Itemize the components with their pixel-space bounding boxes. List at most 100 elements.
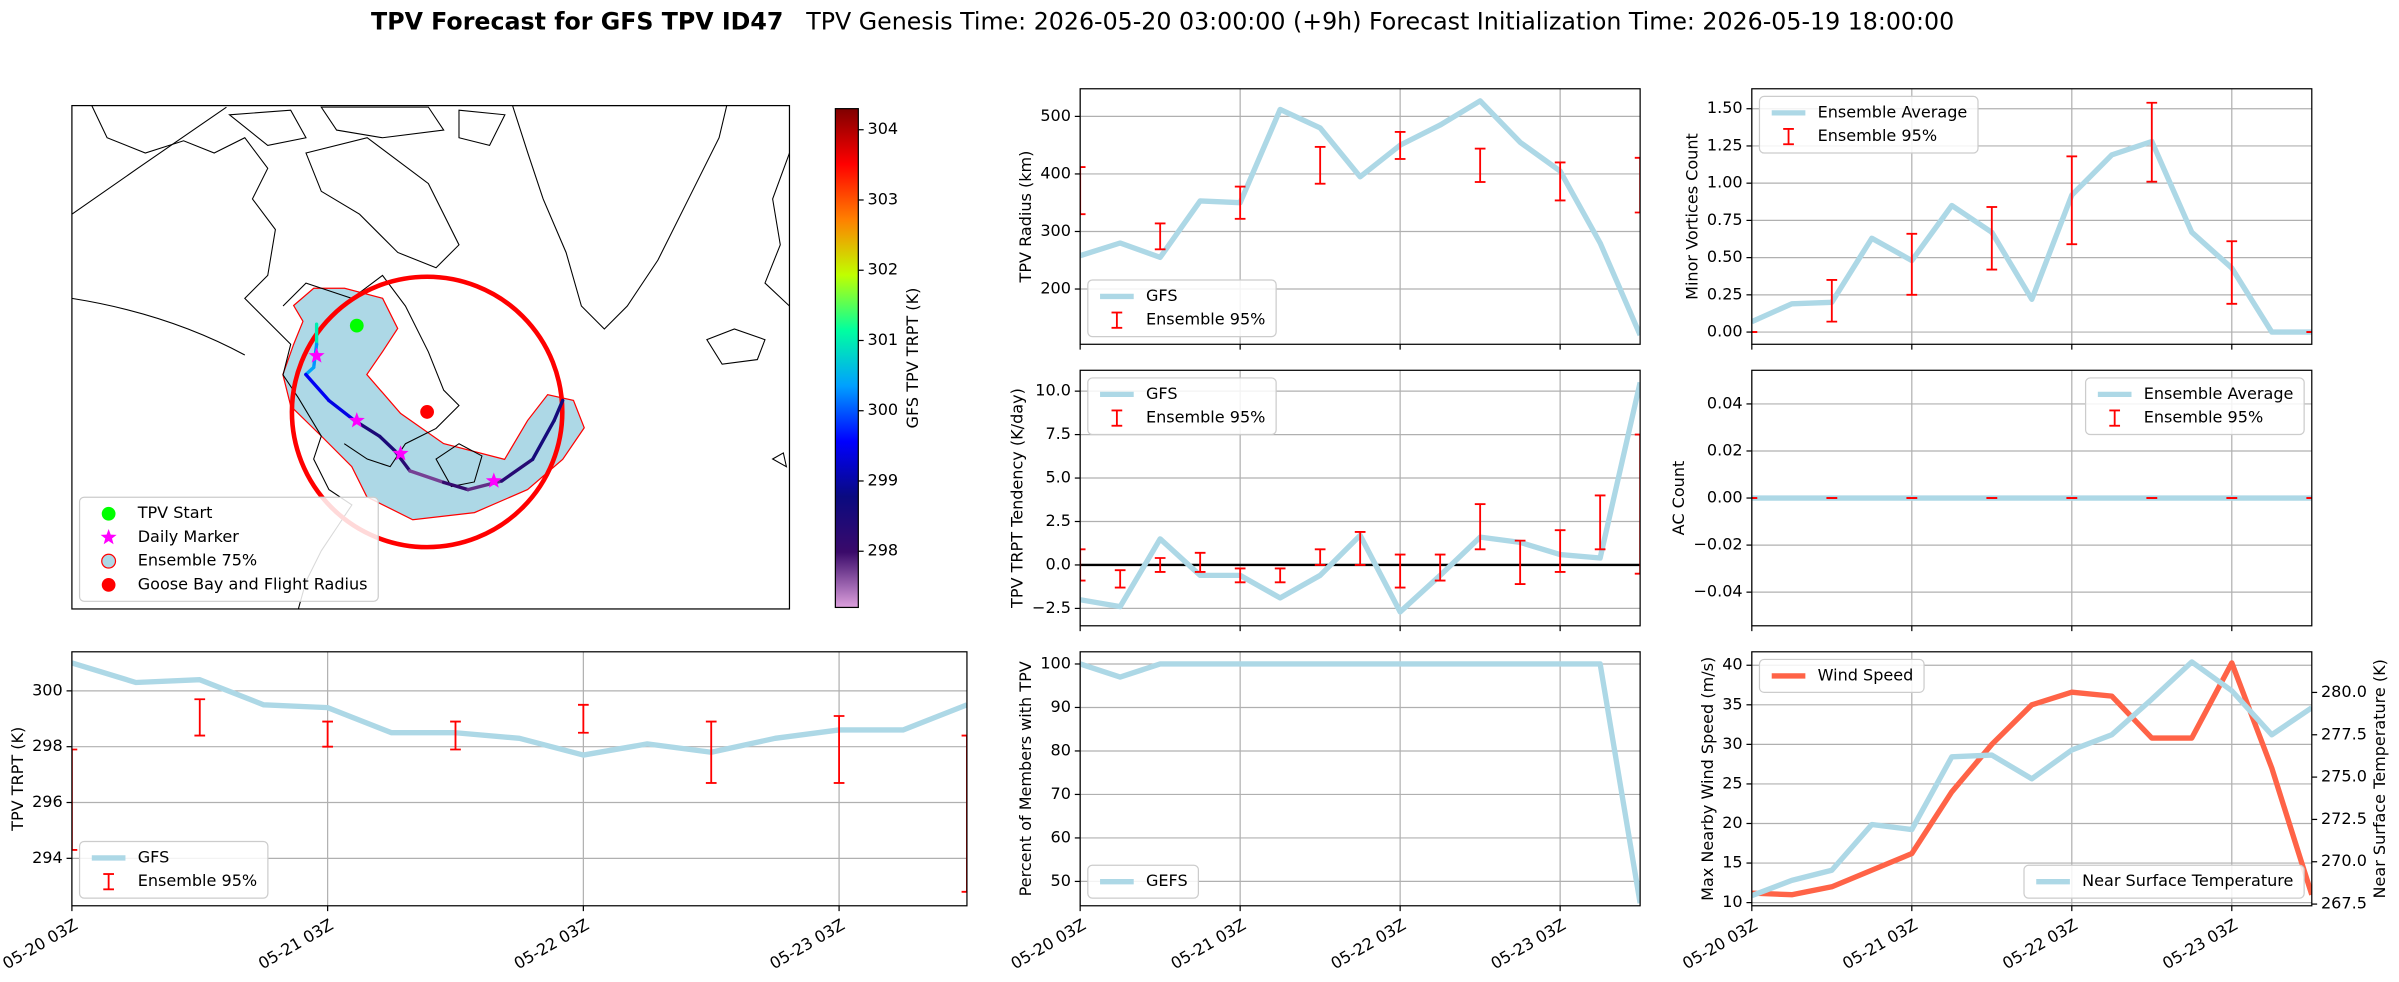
y-axis-label: AC Count <box>1669 461 1688 536</box>
plot-area <box>1751 659 2312 899</box>
coastline <box>764 152 790 468</box>
colorbar-tick-label: 303 <box>867 189 898 208</box>
legend-box <box>78 840 269 899</box>
y-tick-label: 0.04 <box>1707 393 1743 412</box>
figure-title: TPV Forecast for GFS TPV ID47 <box>371 7 783 35</box>
legend-label: Ensemble 95% <box>2144 408 2263 427</box>
colorbar-tick-label: 300 <box>867 400 898 419</box>
y-tick-label: 500 <box>1040 106 1071 125</box>
y2-axis-label: Near Surface Temperature (K) <box>2370 659 2389 898</box>
legend-box <box>1758 658 1925 693</box>
y-tick-label: 298 <box>32 736 63 755</box>
plot-area <box>1080 98 1641 337</box>
legend: Wind Speed <box>1758 658 1925 693</box>
y-tick-label: 25 <box>1722 773 1742 792</box>
border <box>71 297 246 356</box>
coastline <box>228 106 506 147</box>
series-line <box>1751 660 2312 898</box>
legend-marker <box>101 553 117 569</box>
y2-tick-label: 272.5 <box>2321 809 2367 828</box>
coastline <box>305 137 460 269</box>
track-segment <box>304 372 331 403</box>
legend: Ensemble Average Ensemble 95% <box>1758 95 1979 154</box>
y-tick-label: 0.50 <box>1707 247 1743 266</box>
daily-marker <box>485 472 502 488</box>
legend: Ensemble Average Ensemble 95% <box>2084 377 2305 436</box>
legend-label: Ensemble 75% <box>138 551 257 570</box>
series-line <box>1751 659 2312 899</box>
y2-tick-label: 267.5 <box>2321 894 2367 913</box>
tpv-start <box>349 318 364 333</box>
daily-marker <box>348 412 365 428</box>
y-tick-label: 5.0 <box>1045 468 1071 487</box>
series-line <box>71 660 967 758</box>
coastline <box>706 328 766 365</box>
y-tick-label: 2.5 <box>1045 511 1071 530</box>
colorbar <box>834 108 859 609</box>
colorbar-tick-label: 298 <box>867 541 898 560</box>
coastline <box>511 105 728 330</box>
legend-box <box>1087 377 1277 436</box>
track-segment <box>441 480 470 492</box>
y-tick-label: −0.02 <box>1693 535 1742 554</box>
track-segment <box>304 365 316 377</box>
track-segment <box>500 457 535 483</box>
legend-label: GEFS <box>1146 871 1188 890</box>
y-tick-label: 1.25 <box>1707 135 1743 154</box>
y-tick-label: 0.0 <box>1045 554 1071 573</box>
legend-box <box>2023 864 2305 899</box>
legend: GFS Ensemble 95% <box>1087 377 1277 436</box>
map-frame <box>71 104 791 610</box>
y-tick-label: 400 <box>1040 163 1071 182</box>
legend-label: Wind Speed <box>1818 665 1914 684</box>
axes-frame <box>1751 88 2313 345</box>
plot-area <box>1080 381 1641 615</box>
y-tick-label: 90 <box>1051 697 1071 716</box>
series-line <box>1751 138 2312 335</box>
y-tick-label: 0.75 <box>1707 210 1743 229</box>
flight-radius <box>289 274 565 550</box>
y-tick-label: 1.50 <box>1707 98 1743 117</box>
colorbar-tick-label: 302 <box>867 260 898 279</box>
axes-frame <box>71 651 968 907</box>
track-segment <box>408 469 446 485</box>
legend: Near Surface Temperature <box>2023 864 2305 899</box>
y-axis-label: TPV TRPT Tendency (K/day) <box>1008 388 1027 609</box>
colorbar-tick-label: 301 <box>867 330 898 349</box>
y-tick-label: 0.00 <box>1707 322 1743 341</box>
legend-box <box>78 496 379 602</box>
legend-label: Near Surface Temperature <box>2082 871 2293 890</box>
y-tick-label: 300 <box>32 680 63 699</box>
y-tick-label: 200 <box>1040 279 1071 298</box>
y2-tick-label: 277.5 <box>2321 724 2367 743</box>
ensemble-75-area <box>282 287 585 521</box>
legend-label: Ensemble 95% <box>138 871 257 890</box>
legend: TPV Start Daily Marker Ensemble 75% Goose B… <box>78 496 379 602</box>
y-axis-label: Max Nearby Wind Speed (m/s) <box>1698 657 1717 901</box>
y-tick-label: 35 <box>1722 694 1742 713</box>
map-layer <box>289 274 565 550</box>
legend-marker <box>100 529 117 545</box>
y2-tick-label: 280.0 <box>2321 682 2367 701</box>
y-axis-label: Minor Vortices Count <box>1683 133 1702 300</box>
track-segment <box>552 398 565 423</box>
legend-marker <box>101 506 116 521</box>
y-tick-label: 70 <box>1051 784 1071 803</box>
legend-label: TPV Start <box>137 503 213 522</box>
y-tick-label: 15 <box>1722 853 1742 872</box>
y-tick-label: 30 <box>1722 734 1742 753</box>
axes-frame <box>1079 88 1641 345</box>
coastline <box>282 274 460 468</box>
plot-area <box>1080 661 1641 904</box>
series-line <box>1080 98 1641 337</box>
y-tick-label: 0.02 <box>1707 440 1743 459</box>
legend-label: GFS <box>1146 286 1178 305</box>
y-tick-label: 60 <box>1051 827 1071 846</box>
y-tick-label: −2.5 <box>1032 598 1071 617</box>
y-tick-label: 50 <box>1051 871 1071 890</box>
y-tick-label: 7.5 <box>1045 424 1071 443</box>
legend-label: Goose Bay and Flight Radius <box>138 574 368 593</box>
legend-label: GFS <box>1146 384 1178 403</box>
